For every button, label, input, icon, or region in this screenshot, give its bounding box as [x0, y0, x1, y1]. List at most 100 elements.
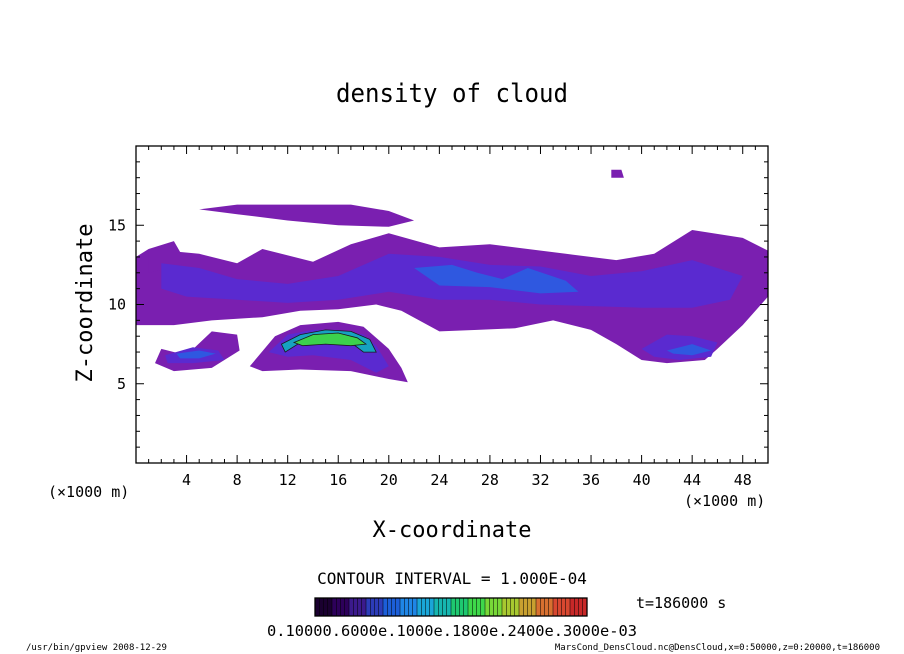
colorbar-cell: [417, 598, 422, 616]
x-unit-left: (×1000 m): [48, 483, 129, 501]
colorbar-cell: [425, 598, 431, 616]
colorbar-cell: [497, 598, 503, 616]
x-tick-label: 12: [279, 471, 297, 489]
y-tick-label: 15: [108, 216, 126, 234]
colorbar-cell: [344, 598, 350, 616]
colorbar-cell: [446, 598, 452, 616]
chart-title: density of cloud: [336, 79, 568, 109]
y-axis-label: Z-coordinate: [73, 224, 98, 383]
colorbar-cell: [395, 598, 401, 616]
colorbar-cell: [574, 598, 579, 616]
colorbar-cell: [391, 598, 397, 616]
cloud-region-level-1: [611, 169, 624, 178]
colorbar-cell: [540, 598, 545, 616]
colorbar-cell: [548, 598, 554, 616]
time-label: t=186000 s: [636, 594, 726, 612]
x-tick-label: 48: [734, 471, 752, 489]
colorbar-cell: [378, 598, 384, 616]
colorbar-cell: [510, 598, 516, 616]
colorbar-cell: [451, 598, 456, 616]
colorbar-cell: [361, 598, 367, 616]
colorbar-cell: [544, 598, 550, 616]
y-tick-label: 5: [117, 375, 126, 393]
colorbar-cell: [327, 598, 333, 616]
colorbar-cell: [493, 598, 499, 616]
colorbar-cell: [565, 598, 571, 616]
colorbar-cell: [553, 598, 558, 616]
cloud-region-level-1: [148, 241, 187, 273]
colorbar-cell: [527, 598, 533, 616]
x-unit-right: (×1000 m): [684, 492, 765, 510]
x-tick-label: 20: [380, 471, 398, 489]
colorbar-cell: [557, 598, 562, 616]
colorbar-cell: [531, 598, 537, 616]
colorbar-frame: [314, 597, 588, 617]
x-axis-label: X-coordinate: [373, 518, 532, 543]
colorbar-cell: [582, 598, 588, 616]
colorbar-cell: [506, 598, 511, 616]
colorbar-cell: [387, 598, 392, 616]
colorbar-cell: [434, 598, 439, 616]
colorbar-cell: [438, 598, 443, 616]
colorbar-cell: [336, 598, 341, 616]
colorbar-cell: [429, 598, 435, 616]
x-tick-label: 36: [582, 471, 600, 489]
colorbar-cell: [408, 598, 414, 616]
colorbar-cell: [468, 598, 473, 616]
cloud-region-level-3: [666, 344, 712, 356]
colorbar-cell: [442, 598, 448, 616]
colorbar-cell: [463, 598, 469, 616]
x-tick-label: 8: [233, 471, 242, 489]
colorbar-labels: 0.10000.6000e.1000e.1800e.2400e.3000e-03: [267, 622, 637, 640]
colorbar-cell: [570, 598, 575, 616]
colorbar-cell: [514, 598, 520, 616]
colorbar-cell: [319, 598, 324, 616]
footer-left: /usr/bin/gpview 2008-12-29: [26, 643, 167, 653]
colorbar-cell: [332, 598, 337, 616]
colorbar-cell: [536, 598, 541, 616]
colorbar-cell: [459, 598, 465, 616]
colorbar-cell: [523, 598, 528, 616]
colorbar-cell: [455, 598, 460, 616]
colorbar-cell: [349, 598, 354, 616]
colorbar-cell: [404, 598, 409, 616]
footer-right: MarsCond_DensCloud.nc@DensCloud,x=0:5000…: [555, 643, 880, 653]
cloud-region-level-2: [641, 334, 718, 360]
colorbar-cell: [366, 598, 371, 616]
x-tick-label: 4: [182, 471, 191, 489]
colorbar-cell: [519, 598, 524, 616]
x-tick-label: 32: [531, 471, 549, 489]
colorbar-cell: [561, 598, 567, 616]
cloud-region-level-3: [176, 350, 216, 359]
colorbar-cell: [357, 598, 363, 616]
colorbar-cell: [383, 598, 388, 616]
colorbar-cell: [485, 598, 490, 616]
cloud-region-level-1: [199, 204, 415, 227]
y-tick-label: 10: [108, 296, 126, 314]
colorbar-cell: [323, 598, 329, 616]
colorbar-cell: [480, 598, 486, 616]
colorbar-cell: [374, 598, 380, 616]
colorbar-cell: [400, 598, 405, 616]
colorbar-cell: [489, 598, 494, 616]
colorbar-cell: [353, 598, 358, 616]
colorbar-cell: [315, 598, 320, 616]
cloud-region-level-5: [292, 332, 368, 347]
colorbar-cell: [412, 598, 418, 616]
colorbar-cell: [472, 598, 477, 616]
x-tick-label: 28: [481, 471, 499, 489]
x-tick-label: 24: [430, 471, 448, 489]
x-tick-label: 16: [329, 471, 347, 489]
x-tick-label: 40: [633, 471, 651, 489]
contour-interval-text: CONTOUR INTERVAL = 1.000E-04: [317, 569, 587, 588]
cloud-density-field: [136, 169, 768, 383]
colorbar-cell: [370, 598, 375, 616]
colorbar-cell: [502, 598, 507, 616]
colorbar-cell: [578, 598, 584, 616]
colorbar-cell: [340, 598, 346, 616]
cloud-region-level-3: [414, 264, 579, 294]
colorbar: [314, 598, 588, 616]
x-tick-label: 44: [683, 471, 701, 489]
